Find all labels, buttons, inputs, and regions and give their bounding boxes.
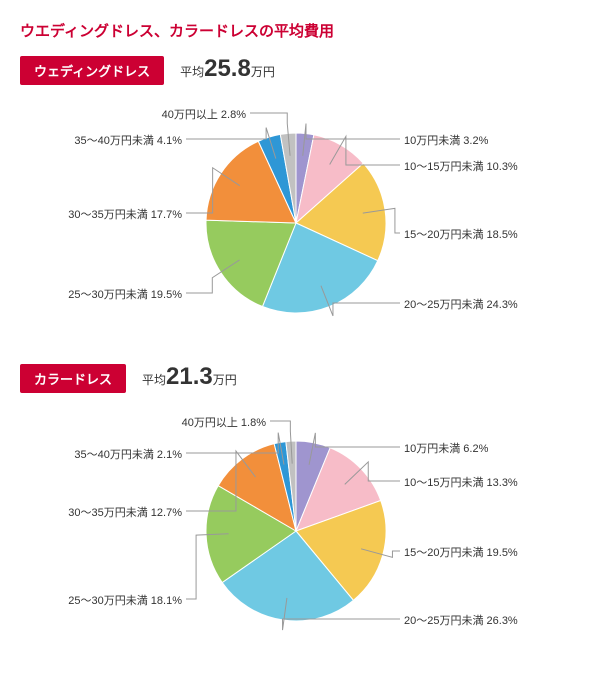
avg-prefix: 平均: [180, 65, 204, 79]
chart-header: カラードレス平均21.3万円: [20, 363, 574, 393]
pie-chart: [20, 93, 574, 343]
chart-badge: カラードレス: [20, 364, 126, 393]
avg-unit: 万円: [213, 373, 237, 387]
chart-block: ウェディングドレス平均25.8万円10万円未満 3.2%10～15万円未満 10…: [20, 55, 574, 343]
avg-unit: 万円: [251, 65, 275, 79]
avg-prefix: 平均: [142, 373, 166, 387]
chart-badge: ウェディングドレス: [20, 56, 164, 85]
chart-block: カラードレス平均21.3万円10万円未満 6.2%10～15万円未満 13.3%…: [20, 363, 574, 651]
avg-value: 25.8: [204, 55, 251, 82]
avg-label: 平均25.8万円: [180, 55, 275, 83]
chart-area: 10万円未満 6.2%10～15万円未満 13.3%15～20万円未満 19.5…: [20, 401, 574, 651]
page-title: ウエディングドレス、カラードレスの平均費用: [20, 20, 574, 41]
avg-label: 平均21.3万円: [142, 363, 237, 391]
avg-value: 21.3: [166, 363, 213, 390]
charts-container: ウェディングドレス平均25.8万円10万円未満 3.2%10～15万円未満 10…: [20, 55, 574, 651]
chart-header: ウェディングドレス平均25.8万円: [20, 55, 574, 85]
chart-area: 10万円未満 3.2%10～15万円未満 10.3%15～20万円未満 18.5…: [20, 93, 574, 343]
pie-chart: [20, 401, 574, 651]
